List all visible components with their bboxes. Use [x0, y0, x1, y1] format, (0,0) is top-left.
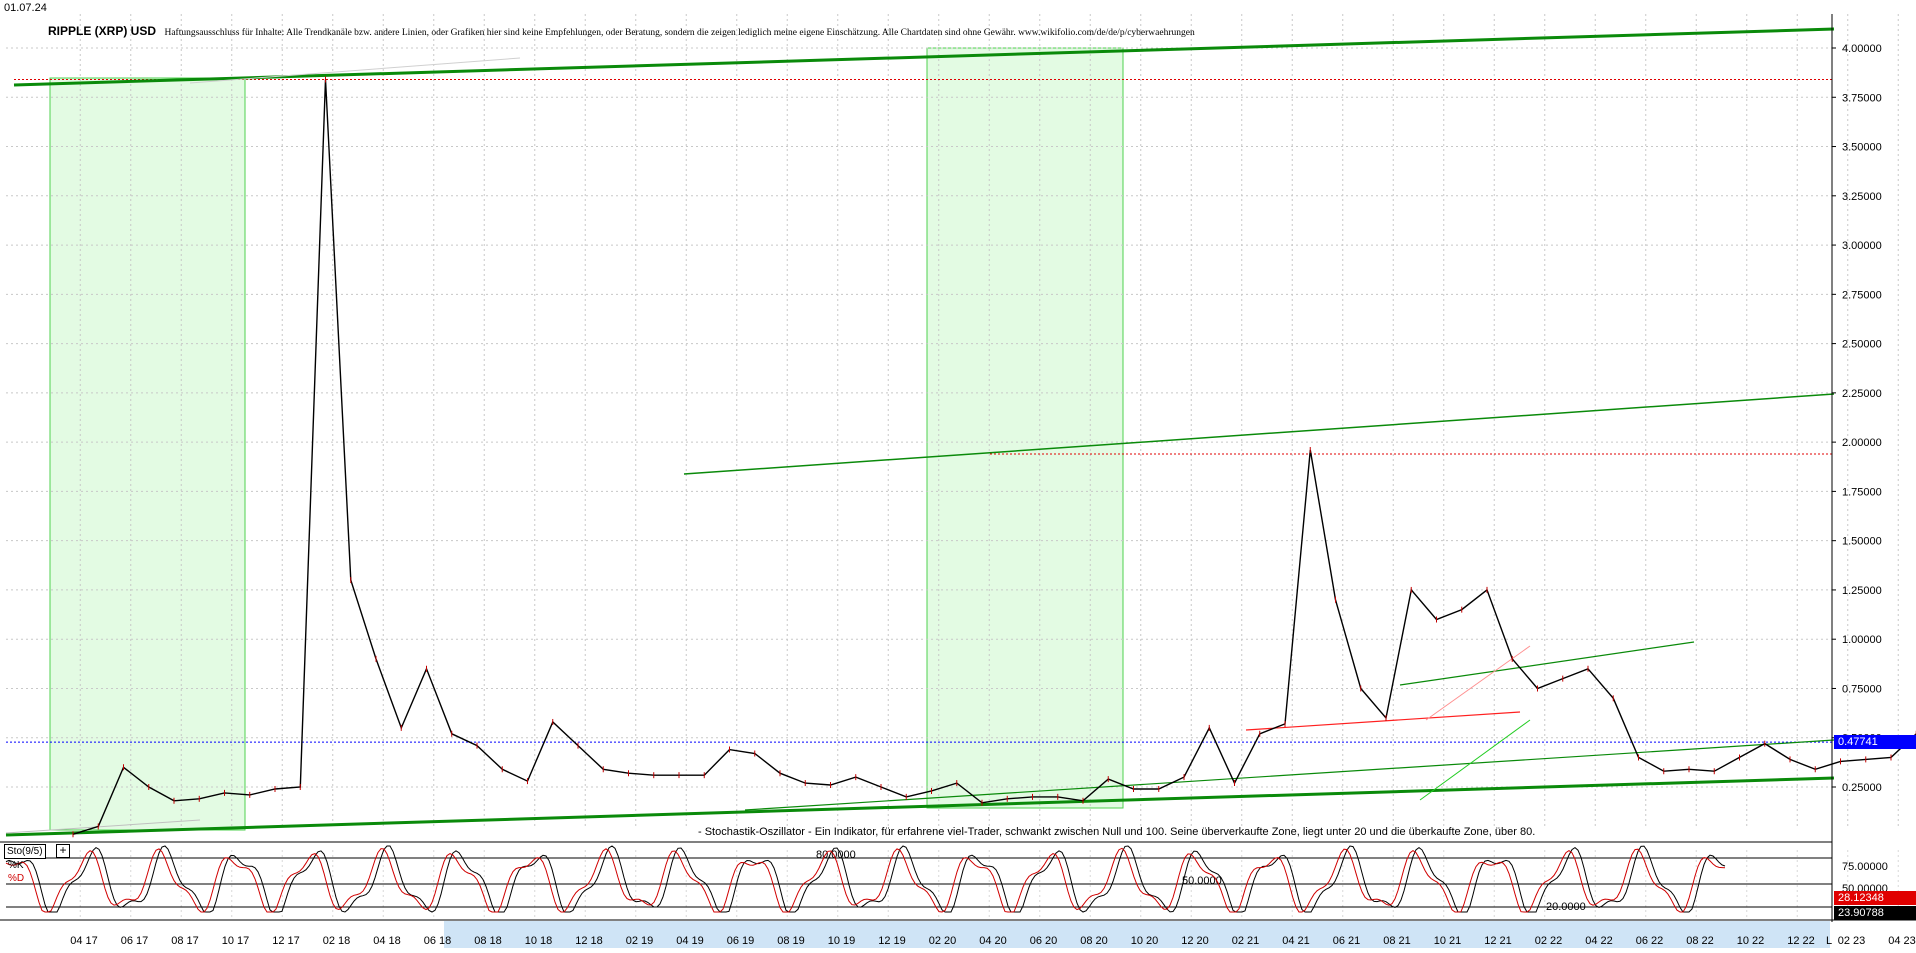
time-tick-label: 08 20: [1080, 935, 1108, 947]
time-tick-label: 08 17: [171, 935, 199, 947]
time-tick-label: 06 21: [1333, 935, 1361, 947]
k-value-badge: 28.12348: [1834, 891, 1916, 905]
add-indicator-icon[interactable]: +: [56, 844, 70, 858]
time-axis: 04 17 06 17 08 17 10 17 12 17 02 18 04 18 06 18…: [70, 921, 1916, 948]
time-tick-label: 08 21: [1383, 935, 1411, 947]
time-tick-label: 02 23: [1838, 935, 1866, 947]
price-tick-label: 2.75000: [1842, 289, 1882, 301]
time-axis-end-label: L: [1826, 935, 1832, 947]
red-rising-line: [1425, 645, 1531, 721]
time-tick-label: 06 20: [1030, 935, 1058, 947]
time-tick-label: 06 19: [727, 935, 755, 947]
price-tick-label: 2.00000: [1842, 437, 1882, 449]
mid-channel-line: [683, 393, 1835, 475]
faint-lower-line: [5, 819, 201, 834]
time-tick-label: 10 21: [1434, 935, 1462, 947]
faint-line: [189, 57, 521, 84]
time-tick-label: 02 22: [1535, 935, 1563, 947]
time-tick-label: 04 18: [373, 935, 401, 947]
oscillator-name[interactable]: Sto(9/5): [4, 844, 46, 859]
short-upper-line: [1399, 641, 1695, 686]
time-tick-label: 04 17: [70, 935, 98, 947]
time-tick-label: 12 18: [575, 935, 603, 947]
time-tick-label: 12 20: [1181, 935, 1209, 947]
time-tick-label: 08 22: [1686, 935, 1714, 947]
time-tick-label: 10 17: [222, 935, 250, 947]
time-tick-label: 12 17: [272, 935, 300, 947]
osc-tick-label: 75.00000: [1842, 861, 1888, 873]
time-tick-label: 04 21: [1282, 935, 1310, 947]
d-value-badge: 23.90788: [1834, 906, 1916, 920]
osc-k-line: [5, 845, 1726, 913]
time-tick-label: 06 17: [121, 935, 149, 947]
time-tick-label: 12 22: [1787, 935, 1815, 947]
osc-level-label: 50.0000: [1182, 875, 1222, 887]
price-tick-label: 0.75000: [1842, 683, 1882, 695]
time-tick-label: 12 19: [878, 935, 906, 947]
time-tick-label: 04 19: [676, 935, 704, 947]
highlight-zones: [49, 47, 1124, 831]
highlight-zone-2021: [926, 47, 1124, 809]
price-tick-label: 4.00000: [1842, 43, 1882, 55]
time-tick-label: 12 21: [1484, 935, 1512, 947]
price-tick-label: 1.50000: [1842, 536, 1882, 548]
time-tick-label: 08 18: [474, 935, 502, 947]
lower-channel-line: [5, 776, 1835, 837]
red-trend-line: [1245, 711, 1521, 731]
price-tick-label: 3.25000: [1842, 191, 1882, 203]
time-tick-label: 06 22: [1636, 935, 1664, 947]
osc-level-label: 80.0000: [816, 849, 856, 861]
price-tick-label: 2.50000: [1842, 339, 1882, 351]
upper-channel-line: [13, 27, 1835, 87]
last-price-badge: 0.47741: [1834, 735, 1916, 749]
time-tick-label: 10 18: [525, 935, 553, 947]
time-tick-label: 02 19: [626, 935, 654, 947]
price-tick-label: 1.00000: [1842, 634, 1882, 646]
k-legend: %K: [8, 860, 24, 871]
time-tick-label: 04 20: [979, 935, 1007, 947]
price-series: [72, 76, 1916, 838]
price-tick-label: 2.25000: [1842, 388, 1882, 400]
time-axis-shade: [444, 921, 1830, 948]
osc-level-label: 20.0000: [1546, 901, 1586, 913]
oscillator-caption: - Stochastik-Oszillator - Ein Indikator,…: [698, 826, 1536, 838]
time-tick-label: 08 19: [777, 935, 805, 947]
time-tick-label: 10 20: [1131, 935, 1159, 947]
time-tick-label: 02 20: [929, 935, 957, 947]
reference-lines: [6, 79, 1832, 743]
support-trend-line: [744, 739, 1835, 811]
chart-title: RIPPLE (XRP) USD: [48, 24, 157, 38]
trend-lines: [5, 27, 1835, 837]
price-tick-label: 3.75000: [1842, 92, 1882, 104]
time-tick-label: 10 19: [828, 935, 856, 947]
price-axis: 4.00000 3.75000 3.50000 3.25000 3.00000 2.750…: [1831, 14, 1882, 922]
osc-d-line: [5, 847, 1726, 913]
oscillator-panel: 80.000050.000020.000075.0000050.0000025.…: [0, 841, 1916, 921]
time-tick-label: 02 21: [1232, 935, 1260, 947]
time-tick-label: 04 22: [1585, 935, 1613, 947]
price-tick-label: 1.75000: [1842, 486, 1882, 498]
time-tick-label: 10 22: [1737, 935, 1765, 947]
time-tick-label: 02 18: [323, 935, 351, 947]
d-legend: %D: [8, 873, 25, 884]
highlight-zone-2017: [49, 77, 246, 831]
chart-title-row: RIPPLE (XRP) USD Haftungsausschluss für …: [48, 22, 1195, 40]
short-rising-line: [1419, 719, 1531, 801]
time-tick-label: 04 23: [1888, 935, 1916, 947]
time-tick-label: 06 18: [424, 935, 452, 947]
chart-date: 01.07.24: [4, 2, 47, 14]
price-tick-label: 3.00000: [1842, 240, 1882, 252]
price-tick-label: 3.50000: [1842, 142, 1882, 154]
price-tick-label: 1.25000: [1842, 585, 1882, 597]
price-tick-label: 0.25000: [1842, 782, 1882, 794]
disclaimer-text: Haftungsausschluss für Inhalte: Alle Tre…: [164, 28, 1195, 38]
